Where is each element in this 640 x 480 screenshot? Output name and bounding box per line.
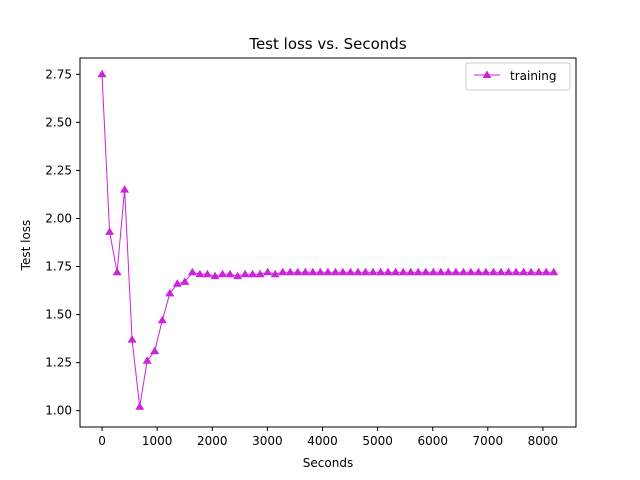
data-point-marker xyxy=(481,267,491,276)
data-point-marker xyxy=(150,346,160,355)
x-tick-label: 4000 xyxy=(307,434,338,448)
legend-frame xyxy=(465,62,571,91)
data-point-marker xyxy=(368,267,378,276)
data-point-marker xyxy=(157,315,167,324)
plot-area: 0 1000 2000 3000 4000 5000 6000 7000 8000 1.00 1.2… xyxy=(45,57,577,448)
x-axis-label: Seconds xyxy=(303,456,353,470)
data-point-marker xyxy=(172,279,182,287)
data-point-marker xyxy=(330,267,340,276)
data-point-marker xyxy=(202,269,212,278)
y-tick-label: 1.75 xyxy=(45,260,72,274)
data-point-marker xyxy=(195,269,205,278)
data-point-marker xyxy=(398,267,408,276)
data-point-marker xyxy=(436,267,446,276)
data-point-marker xyxy=(413,267,423,276)
data-point-marker xyxy=(135,402,145,410)
chart-title: Test loss vs. Seconds xyxy=(248,35,406,53)
data-point-marker xyxy=(315,267,325,276)
data-point-marker xyxy=(451,267,461,276)
data-point-marker xyxy=(278,267,288,276)
y-tick-label: 2.25 xyxy=(45,163,72,177)
data-point-marker xyxy=(458,267,468,276)
data-point-marker xyxy=(391,267,401,276)
x-tick-label: 1000 xyxy=(142,434,173,448)
y-tick-label: 1.00 xyxy=(45,404,72,418)
x-tick-label: 7000 xyxy=(473,434,504,448)
y-tick-label: 1.50 xyxy=(45,308,72,322)
x-tick-label: 5000 xyxy=(362,434,393,448)
y-tick-label: 2.00 xyxy=(45,211,72,225)
data-point-marker xyxy=(255,269,265,278)
x-tick-label: 0 xyxy=(98,434,106,448)
data-point-marker xyxy=(474,267,483,276)
data-point-marker xyxy=(142,356,152,364)
data-point-marker xyxy=(526,267,536,276)
data-point-marker xyxy=(300,267,310,276)
data-point-marker xyxy=(428,267,438,276)
axes-frame xyxy=(79,57,577,428)
data-point-marker xyxy=(338,267,348,276)
data-point-marker xyxy=(421,267,431,276)
x-tick-label: 3000 xyxy=(252,434,283,448)
data-point-marker xyxy=(210,271,220,280)
data-point-marker xyxy=(323,267,333,276)
legend: training xyxy=(465,62,571,91)
y-tick-label: 1.25 xyxy=(45,356,72,370)
legend-marker-triangle xyxy=(482,70,492,78)
y-tick-label: 2.75 xyxy=(45,67,72,81)
data-point-marker xyxy=(511,267,521,276)
data-point-marker xyxy=(549,267,559,276)
data-point-marker xyxy=(308,267,318,276)
data-point-marker xyxy=(270,269,280,278)
data-point-marker xyxy=(225,269,235,278)
data-point-marker xyxy=(293,267,303,276)
data-point-marker xyxy=(120,185,130,193)
data-point-marker xyxy=(112,267,122,276)
data-point-marker xyxy=(165,288,175,297)
data-point-marker xyxy=(97,69,107,78)
data-point-marker xyxy=(240,269,250,278)
x-tick-label: 6000 xyxy=(417,434,448,448)
data-point-marker xyxy=(376,267,386,276)
data-point-marker xyxy=(489,267,498,276)
data-point-marker xyxy=(285,267,295,276)
data-point-marker xyxy=(361,267,370,276)
data-point-marker xyxy=(263,267,273,276)
data-point-marker xyxy=(248,269,258,278)
x-tick-label: 8000 xyxy=(528,434,559,448)
legend-entry-training: training xyxy=(510,69,557,83)
y-tick-label: 2.50 xyxy=(45,115,72,129)
data-point-marker xyxy=(519,267,529,276)
data-point-marker xyxy=(534,267,544,276)
data-point-marker xyxy=(218,269,227,278)
data-point-marker xyxy=(443,267,453,276)
data-point-marker xyxy=(541,267,551,276)
x-tick-label: 2000 xyxy=(197,434,228,448)
data-point-marker xyxy=(187,267,197,276)
data-point-marker xyxy=(346,267,355,276)
data-point-marker xyxy=(127,335,137,343)
data-point-marker xyxy=(233,271,243,280)
data-point-marker xyxy=(466,267,476,276)
data-point-marker xyxy=(496,267,506,276)
data-point-marker xyxy=(383,267,393,276)
data-point-marker xyxy=(406,267,416,276)
data-point-marker xyxy=(180,277,190,285)
data-point-marker xyxy=(353,267,363,276)
data-point-marker xyxy=(105,227,115,235)
y-axis-label: Test loss xyxy=(19,220,33,272)
data-point-marker xyxy=(504,267,513,276)
